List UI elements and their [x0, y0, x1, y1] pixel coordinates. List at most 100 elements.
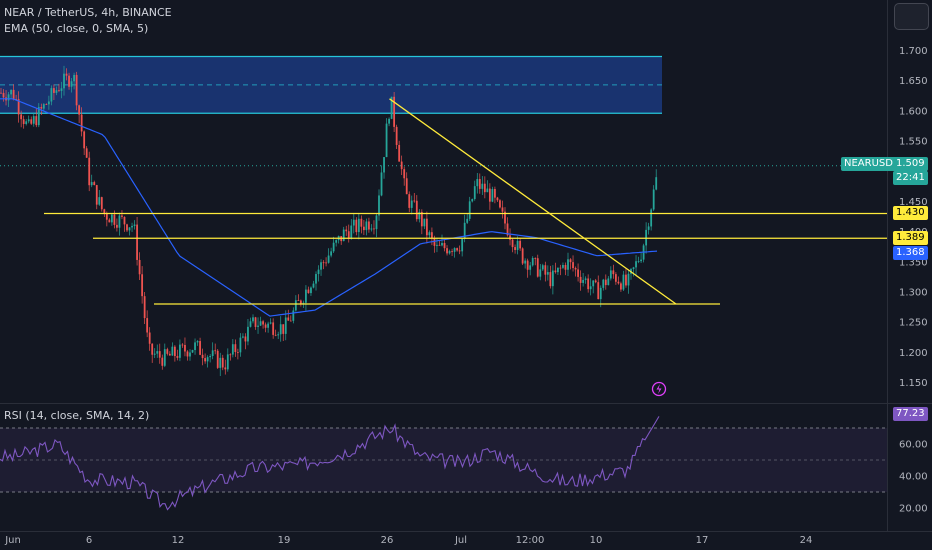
candle-body	[342, 229, 345, 242]
candle-body	[607, 278, 610, 286]
level-1389-tag: 1.389	[893, 231, 928, 245]
candle-body	[378, 195, 380, 216]
candle-body	[486, 188, 489, 193]
candle-body	[138, 259, 141, 275]
candle-body	[587, 278, 590, 290]
candle-body	[458, 250, 461, 252]
candle-body	[65, 73, 68, 76]
candle-body	[415, 200, 418, 220]
candle-body	[42, 104, 45, 109]
candle-body	[184, 345, 186, 352]
candle-body	[335, 240, 338, 243]
candle-body	[347, 231, 350, 239]
candle-body	[438, 244, 441, 246]
candle-body	[173, 346, 176, 357]
candle-body	[468, 201, 471, 219]
candle-body	[80, 114, 83, 132]
candle-body	[355, 219, 358, 233]
candle-body	[201, 354, 204, 359]
candle-body	[632, 267, 635, 270]
candle-body	[209, 355, 212, 358]
rsi-axis[interactable]: 20.00 40.00 60.00	[899, 440, 928, 515]
candle-body	[204, 358, 207, 362]
candle-body	[219, 357, 222, 368]
time-tick-label: 10	[590, 535, 603, 546]
candle-body	[50, 88, 53, 102]
candle-body	[267, 323, 270, 328]
candle-body	[582, 279, 585, 283]
candle-body	[569, 259, 572, 263]
candle-body	[589, 286, 592, 290]
candle-body	[362, 226, 365, 231]
candle-body	[292, 310, 295, 321]
candle-body	[408, 194, 411, 208]
candle-body	[400, 161, 403, 170]
candle-body	[325, 262, 327, 264]
candle-body	[609, 270, 612, 279]
candle-body	[37, 107, 40, 126]
candle-body	[55, 90, 58, 93]
candle-body	[559, 267, 562, 269]
candle-body	[509, 235, 511, 240]
rsi-line	[0, 416, 660, 511]
candle-body	[60, 88, 63, 91]
candle-body	[504, 211, 506, 224]
candle-body	[557, 267, 559, 273]
candle-body	[370, 228, 373, 230]
candle-body	[375, 215, 378, 230]
candle-body	[584, 278, 587, 280]
candle-body	[395, 126, 398, 145]
time-tick-label: Jul	[454, 535, 467, 546]
candle-body	[12, 89, 15, 99]
candle-body	[118, 215, 121, 228]
candle-body	[88, 157, 91, 186]
candle-body	[627, 273, 630, 286]
alert-icon[interactable]	[651, 381, 667, 397]
candle-body	[390, 96, 393, 119]
candle-body	[32, 116, 35, 124]
candle-body	[166, 349, 169, 354]
candle-body	[597, 282, 600, 300]
candle-body	[529, 265, 532, 270]
candle-body	[0, 92, 2, 94]
symbol-title: NEAR / TetherUS, 4h, BINANCE	[4, 6, 172, 19]
candle-body	[320, 262, 322, 270]
candle-body	[436, 244, 438, 246]
candle-body	[289, 320, 292, 322]
candle-body	[58, 90, 60, 92]
candle-body	[433, 238, 436, 246]
candle-body	[635, 261, 637, 268]
candle-body	[27, 119, 30, 122]
candle-body	[446, 248, 448, 254]
candle-body	[242, 336, 244, 338]
candle-body	[499, 200, 501, 208]
candle-body	[274, 334, 277, 336]
candle-body	[622, 274, 625, 290]
candle-body	[418, 211, 421, 220]
descending-trendline[interactable]	[389, 98, 677, 305]
menu-button[interactable]	[894, 3, 929, 30]
time-tick-label: 6	[86, 535, 92, 546]
candle-body	[229, 354, 232, 356]
time-axis[interactable]: Jun 6 12 19 26 Jul 12:00 10 17 24	[4, 535, 812, 546]
candle-body	[216, 350, 219, 368]
candle-body	[17, 99, 20, 115]
candle-body	[494, 189, 496, 198]
candle-body	[236, 352, 239, 353]
price-tick-label: 1.250	[899, 318, 928, 329]
candle-body	[186, 351, 189, 357]
candles-group	[0, 65, 658, 377]
candle-body	[352, 219, 355, 226]
candle-body	[327, 255, 330, 263]
candle-body	[330, 251, 333, 256]
candle-body	[655, 177, 658, 190]
candle-body	[83, 131, 86, 149]
candle-body	[73, 74, 75, 82]
candle-body	[113, 214, 116, 225]
candle-body	[103, 209, 106, 214]
candle-body	[564, 264, 567, 270]
candle-body	[403, 169, 406, 179]
candle-body	[650, 209, 653, 227]
candle-body	[191, 350, 194, 353]
